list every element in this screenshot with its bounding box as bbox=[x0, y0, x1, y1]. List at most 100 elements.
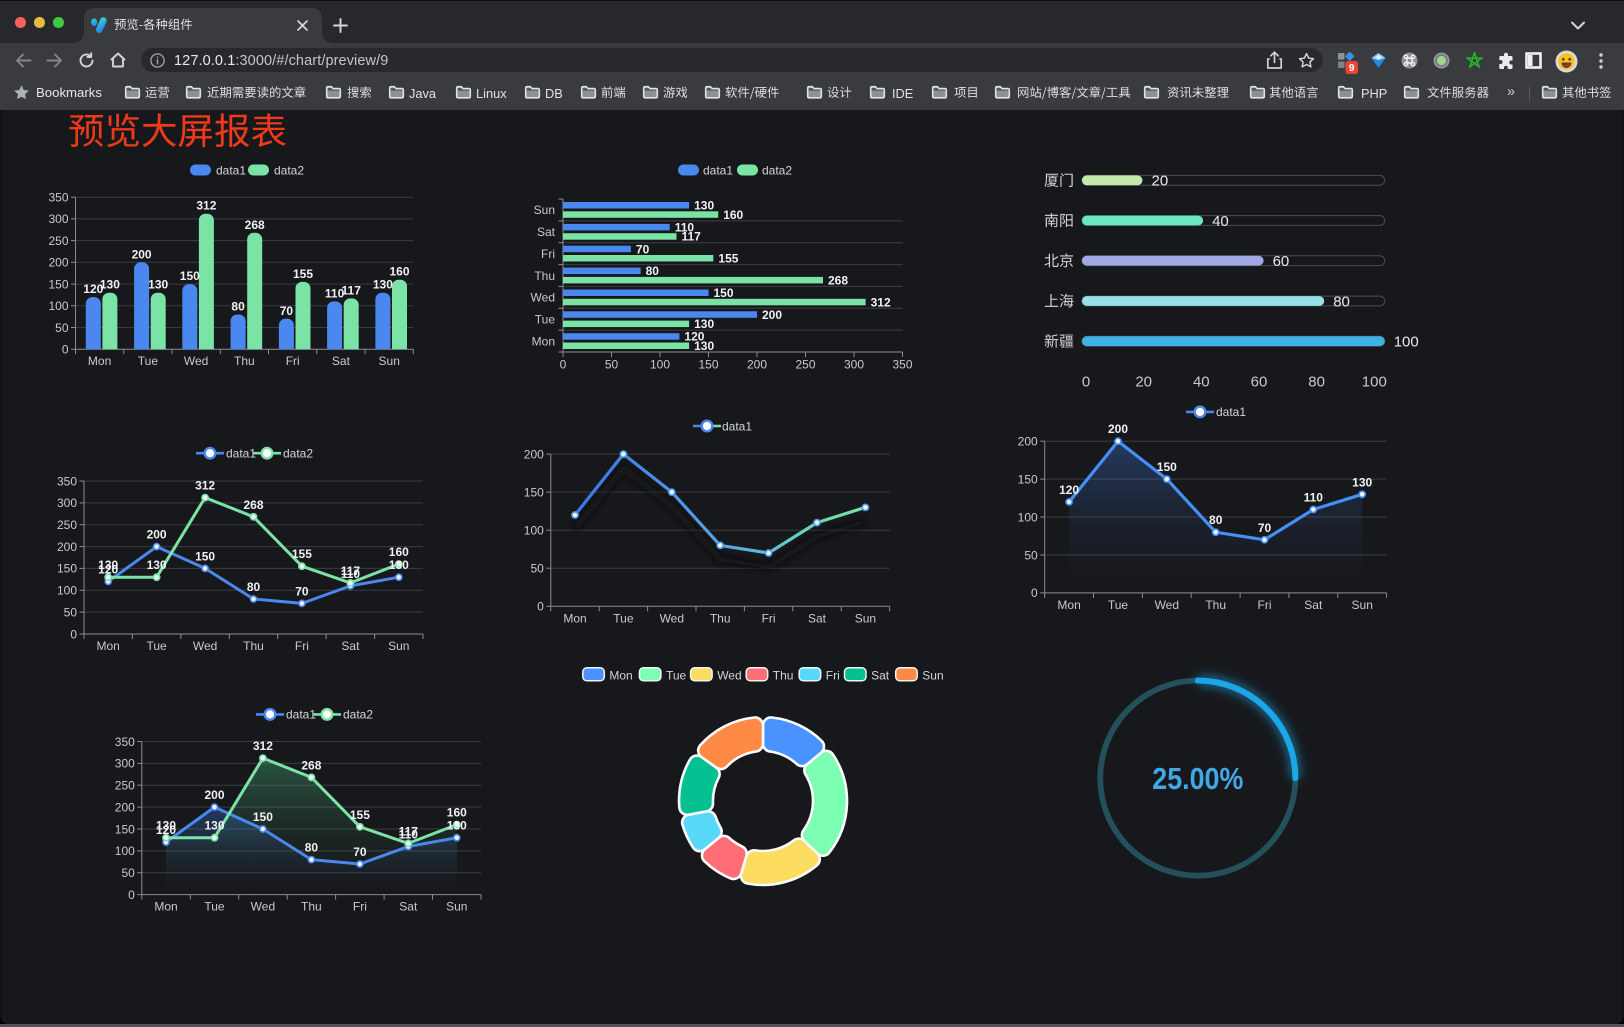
svg-text:300: 300 bbox=[57, 496, 77, 510]
svg-text:Wed: Wed bbox=[184, 354, 208, 368]
svg-text:Thu: Thu bbox=[534, 269, 555, 283]
svg-text:100: 100 bbox=[57, 584, 77, 598]
svg-text:Thu: Thu bbox=[301, 900, 322, 914]
svg-text:200: 200 bbox=[762, 308, 782, 322]
svg-text:120: 120 bbox=[98, 563, 118, 577]
svg-text:70: 70 bbox=[295, 584, 309, 598]
svg-text:200: 200 bbox=[132, 247, 152, 261]
svg-text:data1: data1 bbox=[703, 164, 733, 178]
svg-text:0: 0 bbox=[1082, 373, 1090, 390]
svg-text:268: 268 bbox=[828, 273, 848, 287]
svg-text:120: 120 bbox=[1059, 483, 1079, 497]
svg-text:250: 250 bbox=[48, 234, 68, 248]
svg-text:110: 110 bbox=[1304, 491, 1324, 505]
svg-text:Mon: Mon bbox=[97, 639, 120, 653]
svg-text:Wed: Wed bbox=[660, 611, 684, 625]
svg-text:110: 110 bbox=[325, 286, 345, 300]
svg-text:80: 80 bbox=[231, 300, 245, 314]
svg-text:Mon: Mon bbox=[563, 611, 586, 625]
svg-text:Wed: Wed bbox=[717, 668, 741, 682]
svg-text:Sun: Sun bbox=[855, 611, 876, 625]
svg-text:0: 0 bbox=[70, 627, 77, 641]
svg-text:0: 0 bbox=[62, 343, 69, 357]
svg-text:Sat: Sat bbox=[808, 611, 827, 625]
svg-text:70: 70 bbox=[636, 242, 650, 256]
svg-text:data1: data1 bbox=[1216, 405, 1246, 419]
svg-text:Mon: Mon bbox=[532, 334, 555, 348]
svg-text:20: 20 bbox=[1152, 173, 1169, 190]
svg-text:160: 160 bbox=[389, 265, 409, 279]
svg-text:80: 80 bbox=[1333, 293, 1350, 310]
svg-text:312: 312 bbox=[253, 739, 273, 753]
svg-text:100: 100 bbox=[1018, 510, 1038, 524]
svg-text:Sun: Sun bbox=[379, 354, 400, 368]
svg-text:200: 200 bbox=[1108, 422, 1128, 436]
svg-text:Sat: Sat bbox=[332, 354, 351, 368]
svg-text:0: 0 bbox=[1031, 586, 1038, 600]
svg-text:Sun: Sun bbox=[922, 668, 943, 682]
svg-text:150: 150 bbox=[57, 562, 77, 576]
svg-text:data2: data2 bbox=[283, 447, 313, 461]
svg-text:200: 200 bbox=[48, 256, 68, 270]
svg-text:200: 200 bbox=[115, 800, 135, 814]
svg-text:100: 100 bbox=[115, 844, 135, 858]
svg-text:150: 150 bbox=[1018, 472, 1038, 486]
svg-text:data2: data2 bbox=[274, 164, 304, 178]
svg-text:data1: data1 bbox=[286, 708, 316, 722]
svg-text:Sat: Sat bbox=[399, 900, 418, 914]
svg-text:Thu: Thu bbox=[234, 354, 255, 368]
svg-text:Thu: Thu bbox=[773, 668, 794, 682]
svg-text:Fri: Fri bbox=[353, 900, 367, 914]
svg-text:200: 200 bbox=[1018, 435, 1038, 449]
svg-text:155: 155 bbox=[293, 267, 313, 281]
svg-text:Thu: Thu bbox=[1205, 598, 1226, 612]
svg-text:200: 200 bbox=[524, 447, 544, 461]
svg-text:155: 155 bbox=[292, 547, 312, 561]
svg-text:Sat: Sat bbox=[341, 639, 360, 653]
svg-text:70: 70 bbox=[1258, 521, 1272, 535]
svg-text:120: 120 bbox=[684, 330, 704, 344]
svg-text:300: 300 bbox=[844, 357, 864, 371]
svg-text:150: 150 bbox=[698, 357, 718, 371]
svg-text:Thu: Thu bbox=[710, 611, 731, 625]
svg-text:Sat: Sat bbox=[871, 668, 890, 682]
svg-text:data2: data2 bbox=[343, 708, 373, 722]
svg-text:120: 120 bbox=[83, 282, 103, 296]
svg-text:40: 40 bbox=[1212, 213, 1229, 230]
svg-text:Tue: Tue bbox=[666, 668, 687, 682]
svg-text:data1: data1 bbox=[216, 164, 246, 178]
svg-text:268: 268 bbox=[301, 758, 321, 772]
svg-text:312: 312 bbox=[871, 295, 891, 309]
svg-text:130: 130 bbox=[373, 278, 393, 292]
svg-text:150: 150 bbox=[195, 549, 215, 563]
svg-text:350: 350 bbox=[115, 735, 135, 749]
svg-text:Fri: Fri bbox=[286, 354, 300, 368]
svg-text:Fri: Fri bbox=[295, 639, 309, 653]
svg-text:150: 150 bbox=[115, 822, 135, 836]
svg-text:250: 250 bbox=[57, 518, 77, 532]
svg-text:80: 80 bbox=[247, 580, 261, 594]
svg-text:130: 130 bbox=[148, 278, 168, 292]
svg-text:Tue: Tue bbox=[535, 313, 556, 327]
svg-text:data1: data1 bbox=[226, 447, 256, 461]
svg-text:Sun: Sun bbox=[446, 900, 467, 914]
svg-text:200: 200 bbox=[57, 540, 77, 554]
svg-text:9: 9 bbox=[1349, 62, 1355, 74]
svg-text:100: 100 bbox=[1394, 334, 1419, 351]
svg-text:Tue: Tue bbox=[204, 900, 225, 914]
svg-text:Wed: Wed bbox=[251, 900, 275, 914]
svg-text:150: 150 bbox=[180, 269, 200, 283]
svg-text:130: 130 bbox=[389, 558, 409, 572]
svg-text:20: 20 bbox=[1135, 373, 1152, 390]
svg-text:200: 200 bbox=[204, 788, 224, 802]
svg-text:Sun: Sun bbox=[534, 203, 555, 217]
svg-text:200: 200 bbox=[147, 528, 167, 542]
svg-text:0: 0 bbox=[537, 600, 544, 614]
svg-text:268: 268 bbox=[243, 498, 263, 512]
svg-text:Mon: Mon bbox=[609, 668, 632, 682]
svg-text:Wed: Wed bbox=[193, 639, 217, 653]
svg-text:130: 130 bbox=[100, 278, 120, 292]
svg-text:80: 80 bbox=[646, 264, 660, 278]
svg-text:117: 117 bbox=[682, 230, 702, 244]
svg-text:150: 150 bbox=[524, 485, 544, 499]
